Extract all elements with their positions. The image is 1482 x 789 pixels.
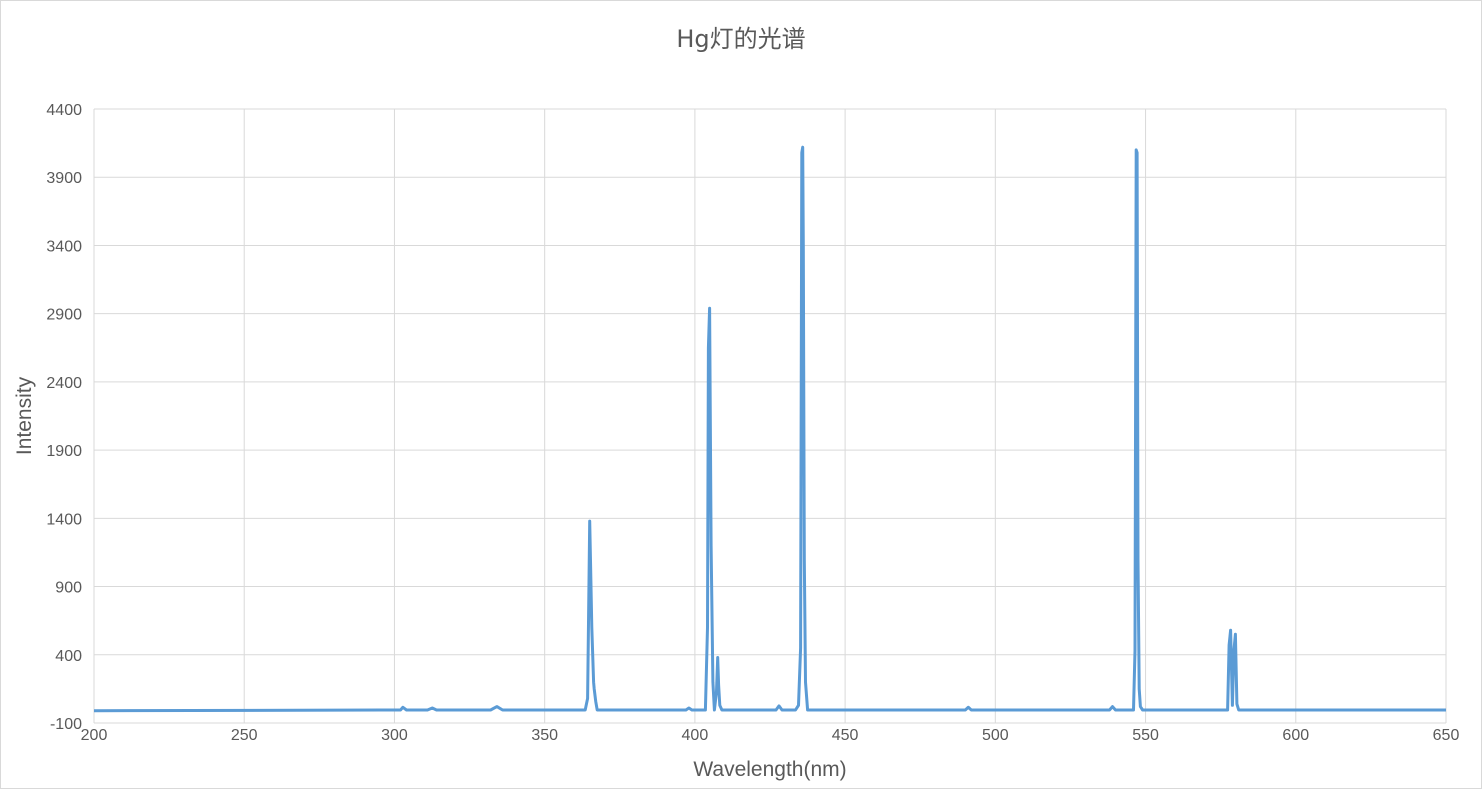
x-tick-label: 300 — [381, 727, 408, 744]
x-tick-label: 500 — [982, 727, 1009, 744]
chart-title: Hg灯的光谱 — [676, 25, 806, 53]
x-tick-label: 250 — [231, 727, 258, 744]
y-tick-label: 3900 — [46, 170, 82, 187]
y-tick-label: 2400 — [46, 375, 82, 392]
x-tick-label: 450 — [832, 727, 859, 744]
y-tick-label: -100 — [50, 716, 82, 733]
x-axis-title: Wavelength(nm) — [693, 758, 846, 781]
y-tick-label: 900 — [55, 580, 82, 597]
x-tick-label: 400 — [682, 727, 709, 744]
x-tick-label: 650 — [1433, 727, 1460, 744]
x-tick-label: 550 — [1132, 727, 1159, 744]
x-tick-label: 350 — [531, 727, 558, 744]
x-tick-label: 200 — [81, 727, 108, 744]
y-tick-label: 2900 — [46, 307, 82, 324]
grid-layer — [93, 108, 1447, 724]
y-axis-title: Intensity — [13, 376, 36, 455]
tick-layer: 200 250 300 350 400 450 500 550 600 650 -100 400 900… — [46, 102, 1459, 744]
series-layer — [93, 145, 1447, 713]
x-tick-label: 600 — [1282, 727, 1309, 744]
y-tick-label: 1400 — [46, 511, 82, 528]
y-tick-label: 1900 — [46, 443, 82, 460]
spectrum-series-line — [93, 145, 1446, 713]
y-tick-label: 3400 — [46, 238, 82, 255]
y-tick-label: 400 — [55, 648, 82, 665]
y-tick-label: 4400 — [46, 102, 82, 119]
